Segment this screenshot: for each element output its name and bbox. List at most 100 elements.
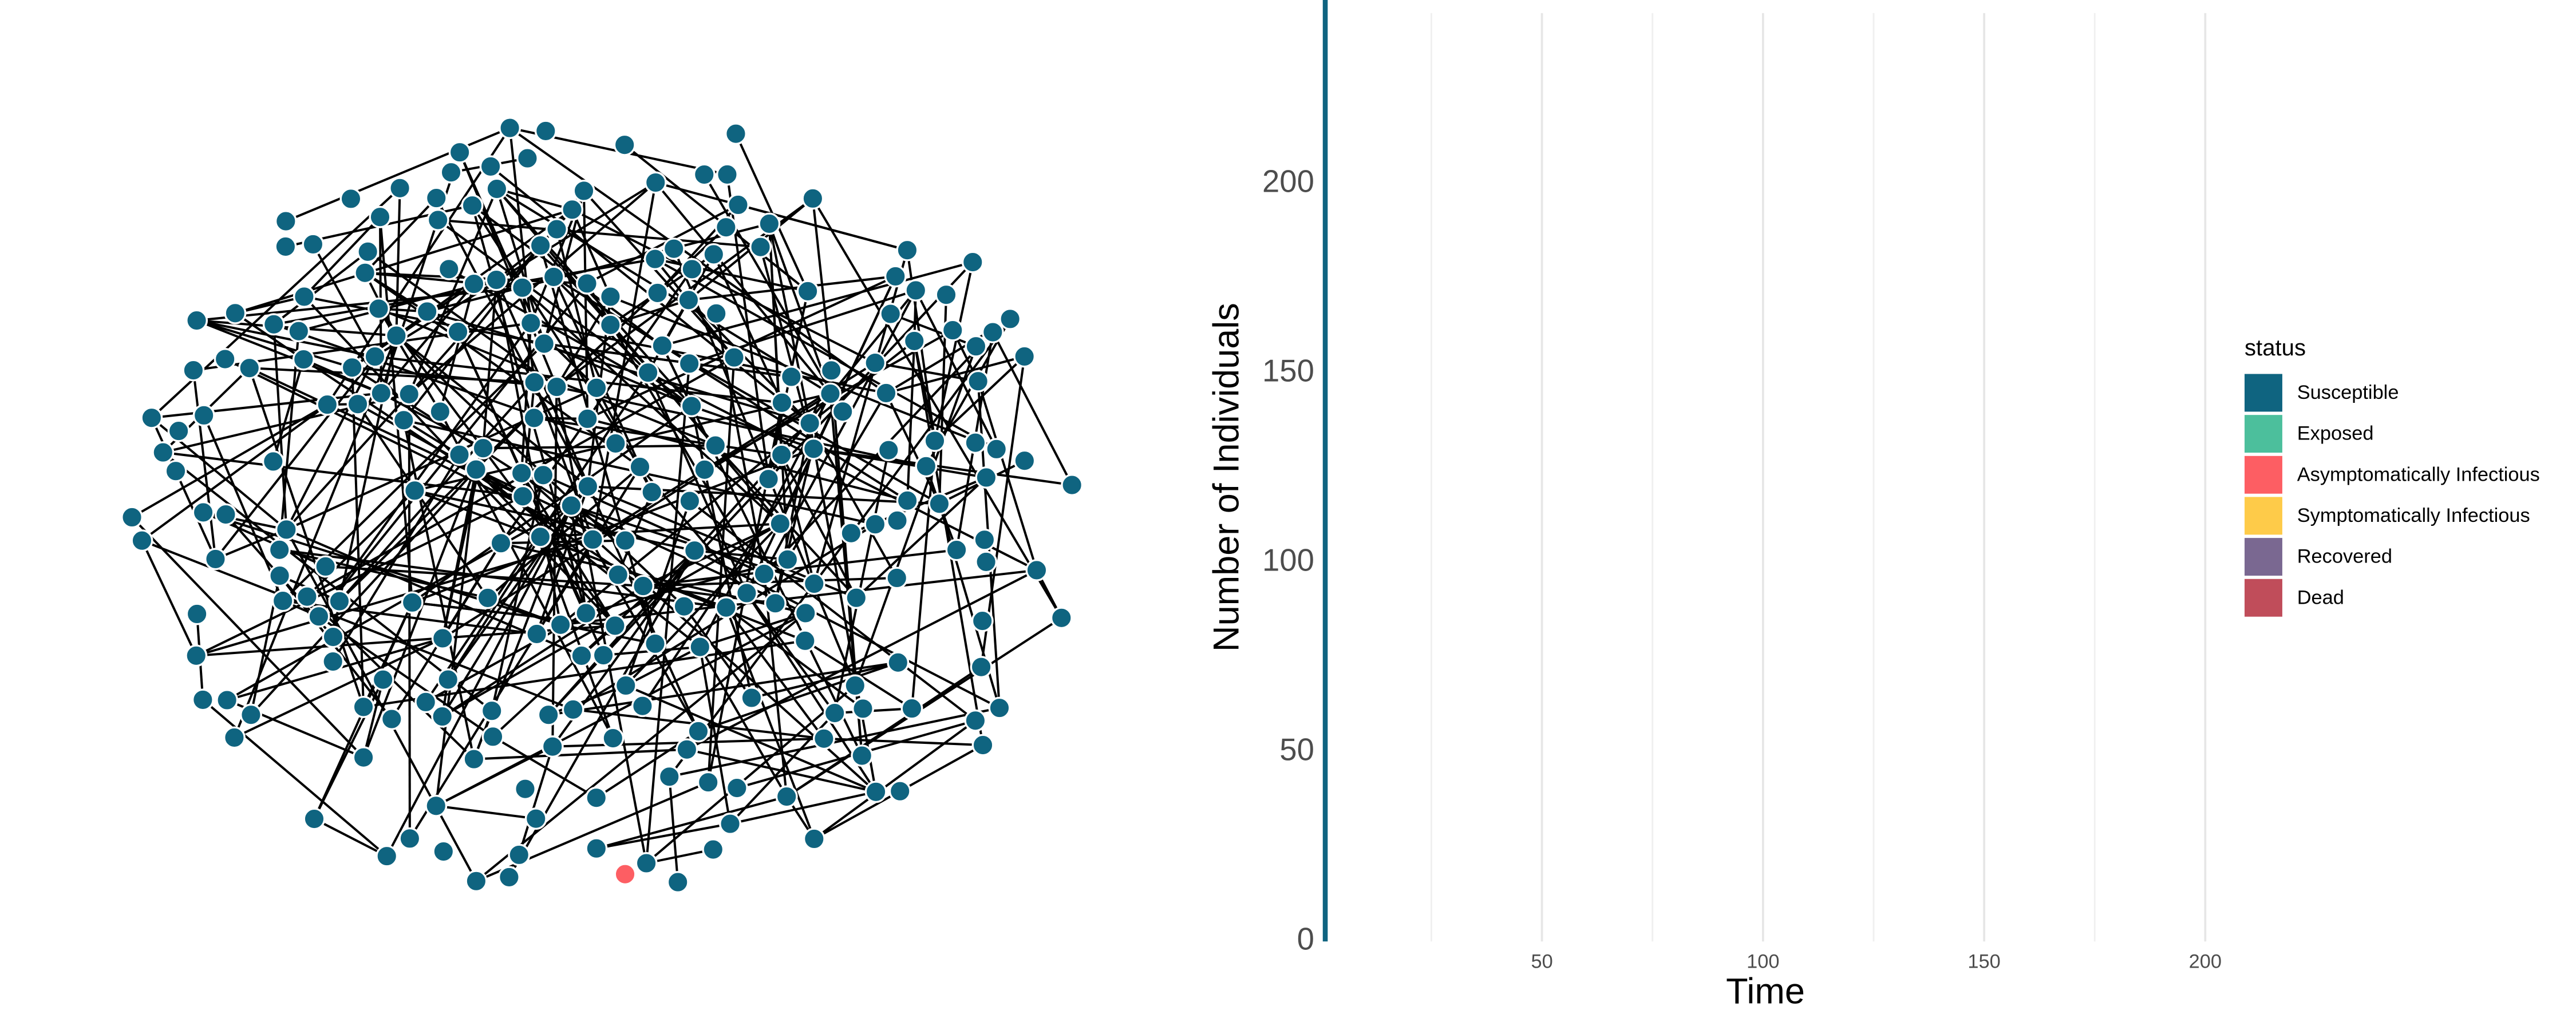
- edge: [196, 319, 353, 369]
- node: [585, 377, 608, 399]
- node: [851, 744, 874, 767]
- node: [576, 475, 599, 498]
- node: [191, 688, 214, 711]
- node: [900, 697, 923, 720]
- node: [549, 613, 572, 636]
- node: [714, 596, 737, 619]
- edge: [517, 746, 554, 855]
- node: [831, 400, 854, 423]
- edge: [380, 152, 461, 394]
- node: [562, 698, 584, 721]
- edge: [436, 805, 536, 820]
- node: [431, 627, 454, 649]
- node: [646, 282, 669, 304]
- node: [341, 356, 364, 379]
- node: [975, 466, 998, 489]
- node: [401, 591, 424, 614]
- edge: [571, 208, 876, 364]
- edge: [668, 777, 679, 882]
- node: [121, 506, 144, 529]
- edge: [934, 262, 974, 441]
- edge: [202, 699, 388, 857]
- node: [485, 268, 508, 291]
- node: [448, 443, 471, 466]
- edge: [141, 540, 197, 656]
- edge: [571, 209, 612, 298]
- node: [307, 605, 330, 628]
- node: [887, 651, 910, 674]
- node: [666, 871, 689, 894]
- edge: [338, 386, 558, 603]
- node: [662, 237, 685, 260]
- y-tick-label: 150: [1262, 353, 1314, 388]
- edge: [412, 447, 814, 604]
- node: [981, 321, 1004, 344]
- edge: [540, 522, 781, 538]
- node: [403, 479, 426, 502]
- edge: [596, 795, 787, 850]
- node: [499, 117, 521, 140]
- node: [485, 177, 508, 200]
- edge: [521, 287, 536, 383]
- node: [560, 494, 583, 517]
- node: [928, 492, 951, 515]
- edge: [786, 665, 982, 798]
- node: [204, 548, 227, 571]
- node: [840, 522, 863, 545]
- edge: [285, 126, 511, 223]
- node: [964, 709, 987, 732]
- node: [585, 786, 608, 809]
- node: [740, 687, 763, 709]
- node: [658, 765, 681, 788]
- legend-swatch: [2245, 579, 2282, 617]
- node: [262, 313, 285, 336]
- x-axis-label: Time: [1726, 972, 1805, 1012]
- edge: [548, 661, 899, 716]
- edge: [991, 331, 1073, 486]
- node: [523, 371, 546, 394]
- edge: [555, 229, 598, 389]
- legend-title: status: [2245, 335, 2306, 360]
- node: [749, 236, 772, 259]
- edge: [362, 679, 385, 758]
- node: [629, 455, 651, 478]
- edge: [357, 403, 489, 599]
- node: [714, 216, 737, 239]
- node: [437, 258, 460, 280]
- y-axis-label: Number of Individuals: [1206, 303, 1246, 652]
- edge: [583, 190, 735, 358]
- edge: [646, 848, 714, 865]
- node: [796, 280, 819, 303]
- edge: [414, 489, 695, 552]
- node: [426, 208, 449, 231]
- node: [775, 785, 798, 808]
- edge: [250, 469, 477, 716]
- node: [432, 840, 455, 863]
- x-tick-label: 200: [2189, 951, 2222, 973]
- node: [431, 705, 454, 728]
- edge: [780, 454, 858, 599]
- node: [542, 266, 565, 288]
- edge: [471, 205, 641, 468]
- node: [719, 813, 742, 835]
- node: [461, 194, 484, 217]
- node: [131, 529, 153, 552]
- edge: [491, 474, 544, 711]
- node: [274, 210, 297, 233]
- edge: [699, 646, 788, 798]
- edge: [812, 197, 1063, 619]
- edge: [351, 367, 365, 707]
- edge: [203, 415, 285, 601]
- edge: [707, 357, 736, 783]
- node: [572, 179, 595, 202]
- node: [903, 330, 926, 352]
- node: [1050, 607, 1073, 629]
- node: [680, 395, 703, 418]
- edge: [855, 477, 987, 599]
- edge: [617, 492, 653, 576]
- node: [224, 302, 247, 324]
- edge: [643, 549, 957, 588]
- node: [465, 458, 488, 481]
- legend-label: Dead: [2297, 587, 2344, 608]
